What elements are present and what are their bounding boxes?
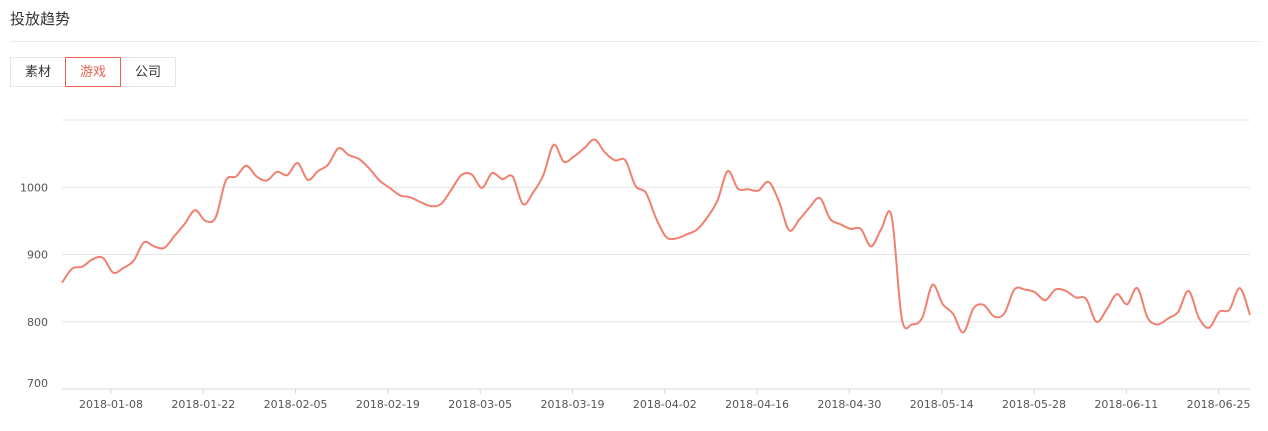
x-tick-label: 2018-03-05 (448, 398, 512, 411)
x-tick-label: 2018-05-14 (910, 398, 974, 411)
y-tick-label: 900 (27, 249, 48, 262)
x-tick-label: 2018-06-25 (1187, 398, 1251, 411)
y-tick-label: 1000 (20, 181, 48, 194)
x-tick-label: 2018-06-11 (1094, 398, 1158, 411)
header-divider (10, 41, 1260, 42)
x-tick-label: 2018-02-05 (264, 398, 328, 411)
y-tick-label: 800 (27, 316, 48, 329)
x-tick-label: 2018-04-30 (817, 398, 881, 411)
x-tick-label: 2018-04-16 (725, 398, 789, 411)
y-tick-label: 700 (27, 377, 48, 390)
page-title: 投放趋势 (10, 10, 71, 28)
x-tick-label: 2018-02-19 (356, 398, 420, 411)
tab-group: 素材 游戏 公司 (10, 57, 177, 87)
x-tick-label: 2018-01-08 (79, 398, 143, 411)
x-tick-label: 2018-05-28 (1002, 398, 1066, 411)
x-tick-label: 2018-04-02 (633, 398, 697, 411)
x-tick-label: 2018-03-19 (541, 398, 605, 411)
x-tick-label: 2018-01-22 (171, 398, 235, 411)
series-line (61, 138, 1251, 334)
tab-game[interactable]: 游戏 (65, 57, 122, 87)
